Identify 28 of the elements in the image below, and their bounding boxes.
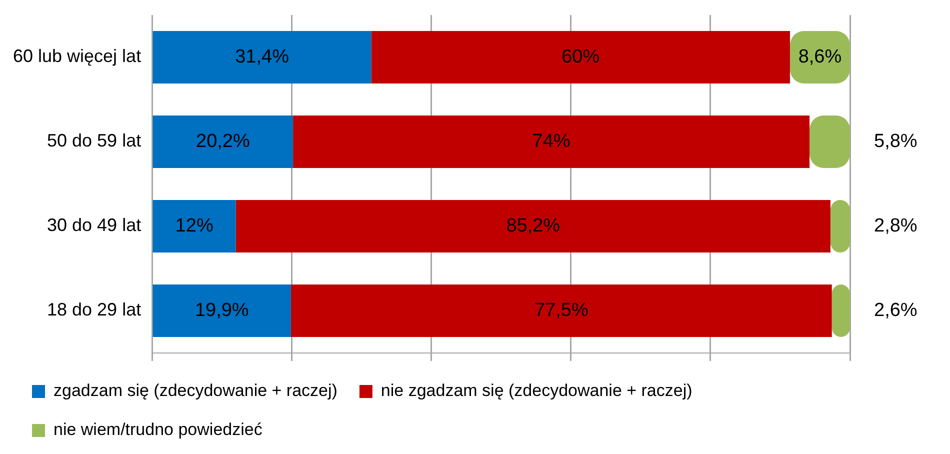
y-tick-label: 18 do 29 lat: [46, 300, 142, 320]
bar: [152, 116, 294, 168]
data-label: 2,6%: [874, 300, 918, 321]
data-label: 12%: [175, 215, 214, 236]
data-label: 85,2%: [506, 215, 560, 236]
bar: [152, 31, 372, 84]
bar: [790, 31, 850, 84]
bar: [152, 284, 291, 337]
bar: [152, 200, 236, 252]
y-tick-label: 60 lub więcej lat: [12, 46, 142, 66]
bar: [290, 284, 832, 337]
y-tick-label: 30 do 49 lat: [46, 215, 142, 236]
data-label: 77,5%: [534, 300, 588, 321]
legend-label: nie zgadzam się (zdecydowanie + raczej): [380, 381, 692, 400]
data-label: 20,2%: [196, 130, 250, 152]
data-label: 31,4%: [235, 46, 290, 68]
data-label: 5,8%: [874, 130, 918, 152]
bar: [371, 31, 790, 84]
legend-label: nie wiem/trudno powiedzieć: [54, 420, 263, 440]
y-tick-label: 50 do 59 lat: [46, 130, 142, 151]
legend-label: zgadzam się (zdecydowanie + raczej): [54, 381, 338, 400]
data-label: 60%: [562, 46, 600, 68]
data-label: 8,6%: [798, 46, 842, 68]
data-label: 2,8%: [874, 215, 918, 236]
data-label: 19,9%: [194, 300, 249, 321]
bar: [293, 116, 810, 168]
data-label: 74%: [532, 130, 570, 152]
bar: [236, 200, 830, 252]
